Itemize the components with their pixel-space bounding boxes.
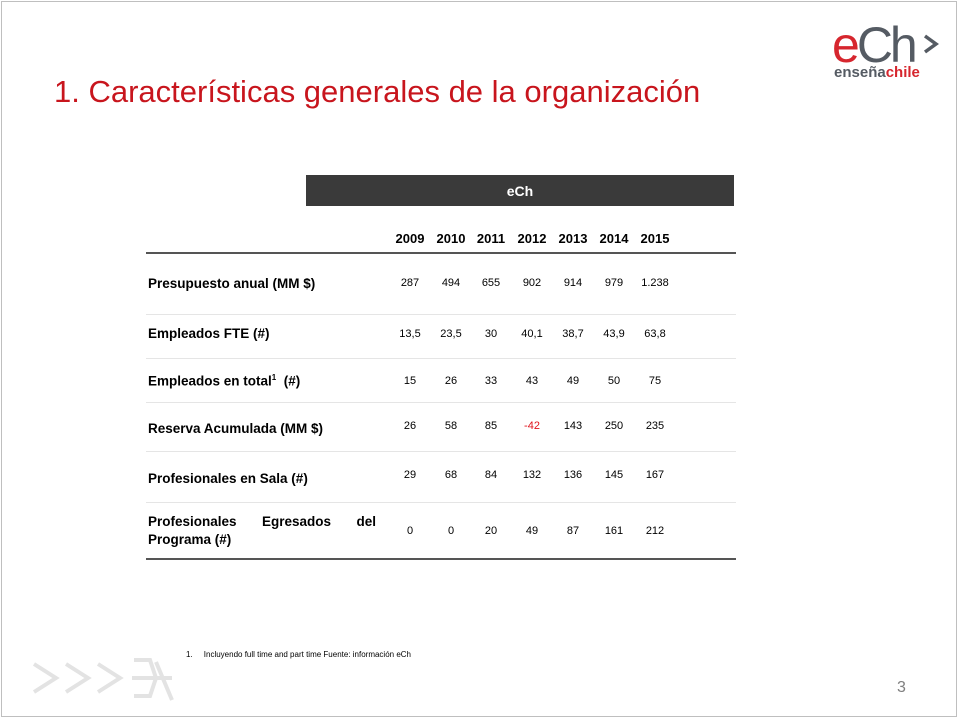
table-cell: 75: [648, 375, 662, 387]
table-cell: 655: [481, 277, 501, 289]
logo-sub-ensena: enseña: [834, 64, 886, 81]
table-cell: 979: [604, 277, 624, 289]
decorative-chevrons-icon: [32, 658, 174, 701]
logo-ch: Ch: [856, 17, 918, 73]
row-label: Presupuesto anual (MM $): [148, 276, 316, 291]
table-cell: 212: [645, 525, 665, 537]
row-label: Empleados FTE (#): [148, 326, 270, 341]
table-cell: 23,5: [440, 328, 462, 340]
logo-subtitle: enseñachile: [834, 64, 920, 81]
table-row: Profesionales Egresados del Programa (#)…: [146, 503, 736, 560]
table-cell: 13,5: [399, 328, 421, 340]
footnote: 1. Incluyendo full time and part time Fu…: [186, 650, 412, 659]
row-label: Empleados en total1 (#): [148, 373, 300, 389]
table-cell: 287: [400, 277, 420, 289]
row-label-text: Empleados en total: [148, 373, 272, 389]
table-row: Empleados en total1 (#) 15 26 33 43 49 5…: [146, 359, 736, 403]
table-cell: 85: [484, 420, 498, 432]
table-cell: 235: [645, 420, 665, 432]
year-header: 2014: [599, 231, 629, 246]
year-header: 2012: [517, 231, 547, 246]
table-cell: 43,9: [603, 328, 625, 340]
table-cell: 902: [522, 277, 542, 289]
table-cell: 84: [484, 469, 498, 481]
table-row: Profesionales en Sala (#) 29 68 84 132 1…: [146, 452, 736, 503]
table-cell: 29: [403, 469, 417, 481]
slide-title: 1. Características generales de la organ…: [54, 74, 701, 109]
table-cell: 1.238: [641, 277, 669, 289]
table-cell: 30: [484, 328, 498, 340]
table-cell: 33: [484, 375, 498, 387]
table-cell: 26: [403, 420, 417, 432]
table-cell: 250: [604, 420, 624, 432]
table-cell: 494: [441, 277, 461, 289]
logo-e: e: [832, 17, 860, 73]
table-cell: 145: [604, 469, 624, 481]
table-cell: 20: [484, 525, 498, 537]
table-cell: 50: [607, 375, 621, 387]
year-header: 2011: [476, 231, 506, 246]
table-cell: 136: [563, 469, 583, 481]
year-header: 2015: [640, 231, 670, 246]
year-header: 2013: [558, 231, 588, 246]
year-header: 2009: [395, 231, 425, 246]
table-cell: 43: [525, 375, 539, 387]
table-cell: 63,8: [644, 328, 666, 340]
table-cell: 87: [566, 525, 580, 537]
table-header-bar: eCh: [306, 175, 734, 206]
ensena-chile-logo: eCh enseñachile: [832, 20, 942, 82]
table-row: Reserva Acumulada (MM $) 26 58 85 -42 14…: [146, 403, 736, 452]
table-cell: 0: [447, 525, 455, 537]
table-cell: 40,1: [521, 328, 543, 340]
logo-sub-chile: chile: [885, 64, 920, 81]
page-number: 3: [897, 679, 906, 696]
table-cell: 15: [403, 375, 417, 387]
table-cell: 26: [444, 375, 458, 387]
table-cell: 58: [444, 420, 458, 432]
table-cell: 914: [563, 277, 583, 289]
table-cell: 68: [444, 469, 458, 481]
table-cell: 143: [563, 420, 583, 432]
logo-wordmark: eCh: [832, 17, 918, 73]
table-cell: 49: [525, 525, 539, 537]
table-row: Empleados FTE (#) 13,5 23,5 30 40,1 38,7…: [146, 315, 736, 359]
table-cell: 0: [406, 525, 414, 537]
table-cell: 132: [522, 469, 542, 481]
logo-chevron-icon: [923, 34, 939, 54]
row-label: Profesionales en Sala (#): [148, 471, 308, 486]
row-label-unit: (#): [276, 373, 301, 389]
row-label: Profesionales Egresados del Programa (#): [148, 514, 376, 547]
footnote-marker: 1: [271, 373, 277, 382]
table-cell: 38,7: [562, 328, 584, 340]
table-cell: 49: [566, 375, 580, 387]
year-header-row: 2009 2010 2011 2012 2013 2014 2015: [146, 222, 736, 254]
table-row: Presupuesto anual (MM $) 287 494 655 902…: [146, 254, 736, 315]
year-header: 2010: [436, 231, 466, 246]
row-label: Reserva Acumulada (MM $): [148, 421, 324, 436]
table-cell-negative: -42: [524, 420, 540, 432]
table-header-label: eCh: [506, 182, 534, 199]
table-cell: 161: [604, 525, 624, 537]
table-cell: 167: [645, 469, 665, 481]
